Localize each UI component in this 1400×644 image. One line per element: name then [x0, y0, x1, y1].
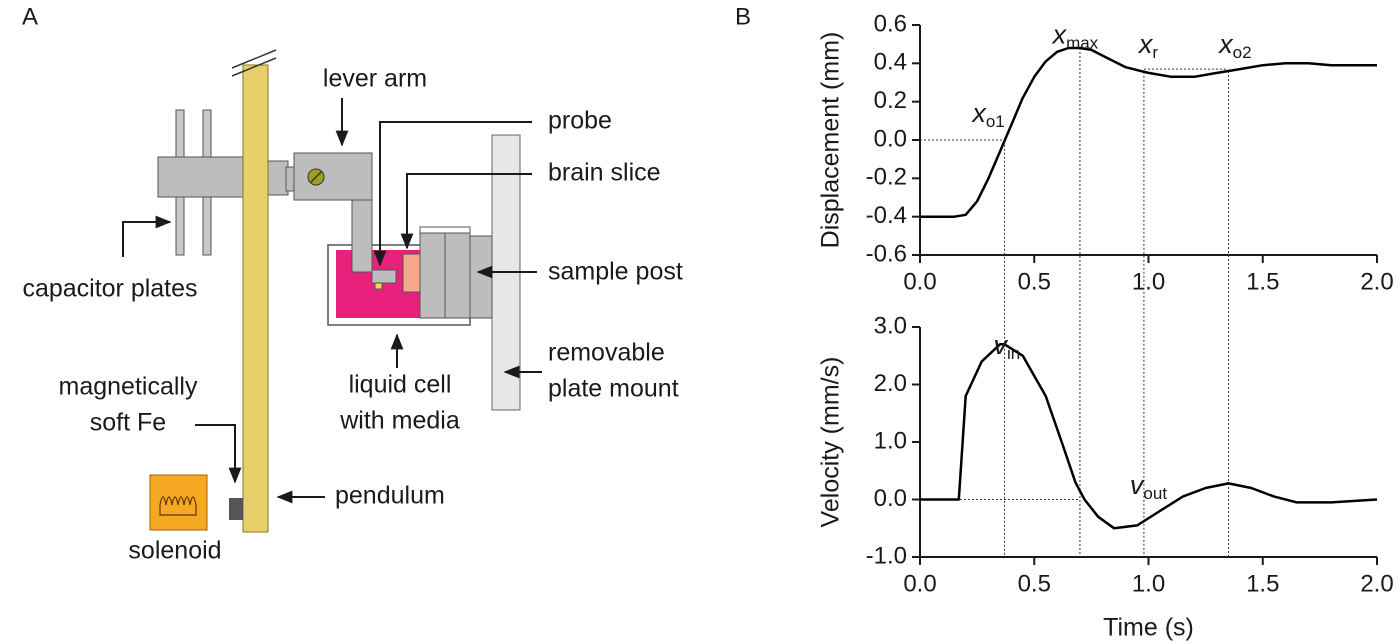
- label: capacitor plates: [22, 275, 197, 303]
- panel-label: B: [735, 3, 751, 30]
- annotation-main: x: [1217, 29, 1234, 59]
- lever-arm: [293, 152, 373, 201]
- rod: [267, 160, 289, 196]
- annotation-sub: r: [1152, 44, 1158, 63]
- arrow: [373, 121, 532, 267]
- x-tick-label: 2.0: [1360, 268, 1393, 295]
- probe-tip: [374, 282, 383, 290]
- annotation: vin: [993, 330, 1020, 363]
- y-tick-label: 0.4: [874, 49, 907, 76]
- annotation-sub: max: [1066, 34, 1099, 53]
- y-tick-label: -0.4: [866, 202, 907, 229]
- data-line: [920, 343, 1378, 530]
- annotation-sub: o2: [1233, 44, 1252, 63]
- label: pendulum: [335, 482, 445, 510]
- sample-post: [469, 235, 493, 319]
- annotation-main: v: [1130, 470, 1145, 500]
- y-tick-label: -0.6: [866, 240, 907, 267]
- annotation-main: x: [970, 98, 987, 128]
- y-tick-label: 0.2: [874, 87, 907, 114]
- arrow: [122, 215, 172, 257]
- label: plate mount: [548, 375, 679, 403]
- rod: [157, 156, 244, 198]
- label: liquid cell: [349, 371, 452, 399]
- labels: lever arm probe brain slice sample post …: [22, 65, 682, 565]
- break-mark: [231, 49, 277, 69]
- y-tick-label: 3.0: [874, 312, 907, 339]
- soft-fe: [229, 498, 243, 520]
- label: with media: [339, 407, 460, 435]
- y-tick-label: 0.0: [874, 485, 907, 512]
- arrow: [400, 173, 532, 250]
- panel-label: A: [22, 3, 38, 30]
- break-mark: [231, 57, 277, 77]
- label: lever arm: [323, 65, 427, 93]
- y-tick-label: 1.0: [874, 427, 907, 454]
- x-tick-label: 0.5: [1018, 268, 1051, 295]
- x-tick-label: 0.5: [1018, 570, 1051, 597]
- x-axis-title: Time (s): [1103, 614, 1194, 642]
- x-tick-label: 1.0: [1132, 268, 1165, 295]
- annotation-main: x: [1137, 29, 1154, 59]
- annotation: xmax: [1051, 20, 1099, 53]
- arrow: [195, 424, 242, 484]
- label: magnetically: [59, 373, 198, 401]
- arrows: [122, 98, 542, 504]
- y-tick-label: 0.6: [874, 10, 907, 37]
- x-tick-label: 1.5: [1246, 268, 1279, 295]
- label: probe: [548, 107, 612, 135]
- annotation: vout: [1130, 470, 1167, 503]
- rod: [285, 166, 295, 192]
- label: solenoid: [128, 537, 221, 565]
- brain-slice: [402, 253, 421, 293]
- label: sample post: [548, 258, 683, 286]
- y-tick-label: -1.0: [866, 542, 907, 569]
- y-tick-label: -0.2: [866, 164, 907, 191]
- annotation-main: v: [993, 330, 1008, 360]
- annotation-sub: o1: [986, 113, 1005, 132]
- y-axis-title: Velocity (mm/s): [817, 357, 845, 528]
- annotation-sub: in: [1007, 345, 1020, 364]
- x-tick-label: 2.0: [1360, 570, 1393, 597]
- pendulum: [242, 64, 269, 533]
- label: brain slice: [548, 159, 661, 187]
- probe-arm: [351, 199, 373, 273]
- y-tick-label: 2.0: [874, 370, 907, 397]
- y-tick-label: 0.0: [874, 125, 907, 152]
- annotation: xo1: [970, 98, 1004, 131]
- data-line: [920, 46, 1377, 218]
- sample-post: [419, 232, 446, 319]
- annotation-main: x: [1051, 20, 1068, 50]
- x-tick-label: 1.5: [1246, 570, 1279, 597]
- y-axis-title: Displacement (mm): [817, 32, 845, 249]
- label: removable: [548, 339, 665, 367]
- label: soft Fe: [90, 409, 166, 437]
- x-tick-label: 0.0: [903, 268, 936, 295]
- sample-post: [444, 232, 471, 319]
- screw-slot: [310, 171, 322, 183]
- coil: [159, 496, 197, 516]
- annotation: xr: [1137, 29, 1159, 62]
- x-tick-label: 0.0: [903, 570, 936, 597]
- annotation: xo2: [1217, 29, 1251, 62]
- annotation-sub: out: [1143, 484, 1167, 503]
- x-tick-label: 1.0: [1132, 570, 1165, 597]
- probe: [371, 269, 397, 284]
